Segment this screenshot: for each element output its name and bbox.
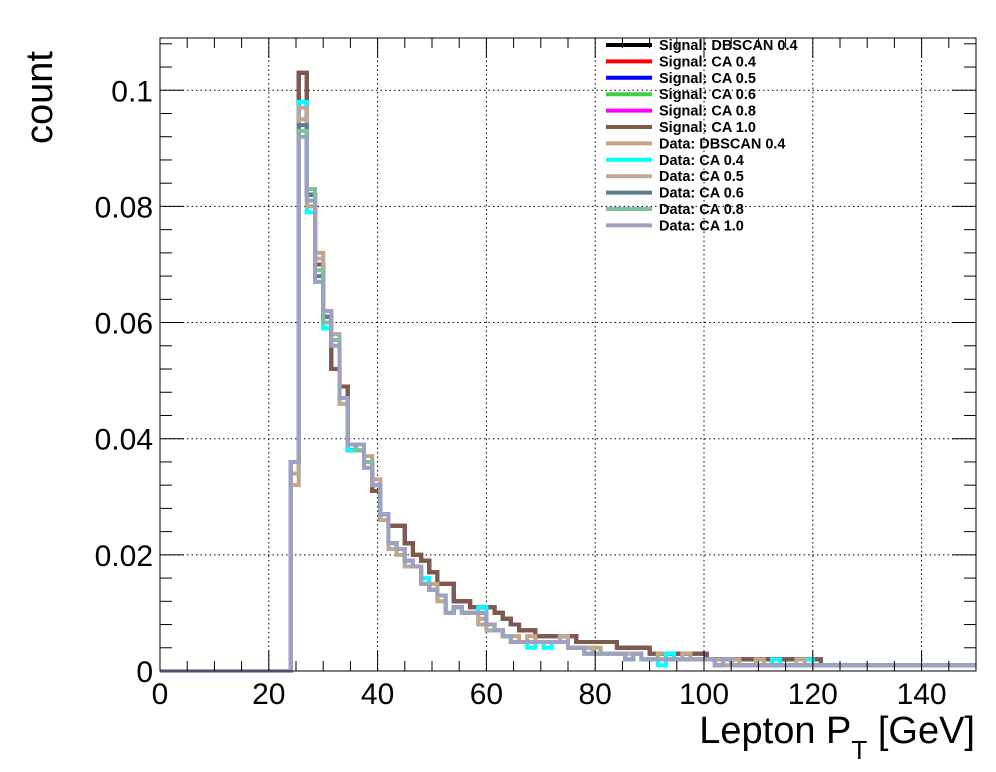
legend-label-8: Data: CA 0.5 [659, 169, 744, 185]
series-line-11 [160, 134, 976, 673]
legend-label-0: Signal: DBSCAN 0.4 [659, 38, 798, 54]
y-tick-label: 0.08 [95, 191, 153, 224]
legend-label-11: Data: CA 1.0 [659, 218, 744, 234]
tick-labels: 0 20 40 60 80 100 120 140 0 0.02 0.04 0.06 0.08 0.1 [95, 75, 947, 711]
x-tick-label: 60 [470, 678, 503, 711]
legend-label-3: Signal: CA 0.6 [659, 87, 756, 103]
y-tick-label: 0.02 [95, 540, 153, 573]
x-tick-label: 100 [679, 678, 729, 711]
legend-label-10: Data: CA 0.8 [659, 202, 744, 218]
y-tick-label: 0.06 [95, 308, 153, 341]
axis-ticks [159, 38, 977, 672]
x-tick-label: 140 [897, 678, 947, 711]
grid-lines [160, 38, 976, 671]
y-tick-label: 0.04 [95, 424, 153, 457]
x-axis-label: Lepton PT [GeV] [699, 710, 975, 765]
series-layer [160, 70, 976, 673]
x-axis-label-main: Lepton P [699, 710, 851, 752]
x-tick-label: 120 [788, 678, 838, 711]
legend-label-1: Signal: CA 0.4 [659, 54, 756, 70]
x-tick-label: 20 [252, 678, 285, 711]
y-axis-label: count [19, 51, 61, 144]
x-axis-label-subscript: T [851, 735, 867, 765]
x-tick-label: 80 [579, 678, 612, 711]
legend-label-9: Data: CA 0.6 [659, 186, 744, 202]
legend-label-6: Data: DBSCAN 0.4 [659, 136, 786, 152]
y-tick-label: 0 [136, 656, 153, 689]
legend-label-2: Signal: CA 0.5 [659, 71, 756, 87]
x-axis-label-unit: [GeV] [867, 710, 975, 752]
legend-label-5: Signal: CA 1.0 [659, 120, 756, 136]
x-tick-label: 0 [152, 678, 169, 711]
legend-label-4: Signal: CA 0.8 [659, 104, 756, 120]
x-tick-label: 40 [361, 678, 394, 711]
legend-label-7: Data: CA 0.4 [659, 153, 744, 169]
y-tick-label: 0.1 [111, 75, 153, 108]
